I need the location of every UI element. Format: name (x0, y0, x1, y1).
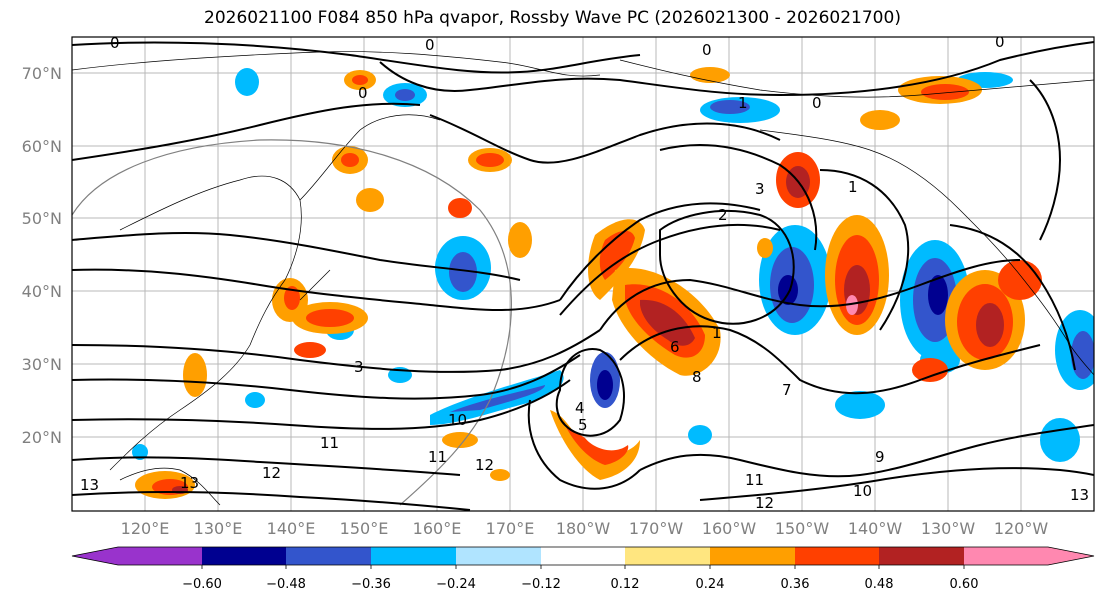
contour-label: 3 (755, 180, 765, 198)
contour-label: 0 (425, 36, 435, 54)
contour-label: 0 (702, 41, 712, 59)
colorbar-tick-label: −0.24 (436, 577, 476, 592)
lon-tick-label: 130°E (194, 519, 243, 538)
colorbar-segment (879, 547, 965, 565)
colorbar-tick-label: 0.12 (611, 577, 640, 592)
colorbar-segment (541, 547, 626, 565)
colorbar-tick-label: −0.60 (182, 577, 222, 592)
contour-label: 3 (354, 358, 364, 376)
contour-label: 7 (782, 381, 792, 399)
colorbar-segment (795, 547, 880, 565)
contour-label: 11 (428, 448, 447, 466)
colorbar-tick-label: 0.24 (696, 577, 725, 592)
contour-label: 0 (812, 94, 822, 112)
lon-tick-label: 140°E (267, 519, 316, 538)
contour-label: 13 (180, 474, 199, 492)
colorbar-segment (456, 547, 542, 565)
colorbar: −0.60 −0.48 −0.36 −0.24 −0.12 0.12 0.24 … (71, 546, 1095, 592)
lat-tick-label: 50°N (22, 209, 62, 228)
lat-tick-label: 40°N (22, 282, 62, 301)
colorbar-tick-label: −0.36 (351, 577, 391, 592)
colorbar-tick-label: 0.36 (781, 577, 810, 592)
colorbar-segment (202, 547, 287, 565)
colorbar-outline (71, 546, 1095, 566)
colorbar-extend-high (1048, 547, 1094, 565)
lat-tick-label: 30°N (22, 355, 62, 374)
longitude-labels: 120°E 130°E 140°E 150°E 160°E 170°E 180°… (121, 519, 1049, 538)
colorbar-segment (118, 547, 203, 565)
contour-label: 0 (995, 33, 1005, 51)
contour-label: 12 (262, 464, 281, 482)
plot-frame (71, 36, 1095, 512)
colorbar-segment (625, 547, 711, 565)
contour-label: 13 (80, 476, 99, 494)
colorbar-tick-label: 0.48 (865, 577, 894, 592)
contour-label: 2 (718, 206, 728, 224)
contour-label: 4 (575, 399, 585, 417)
contour-label: 9 (875, 448, 885, 466)
lon-tick-label: 180°W (556, 519, 611, 538)
contour-label: 0 (110, 34, 120, 52)
colorbar-extend-low (72, 547, 118, 565)
colorbar-tick-label: −0.48 (266, 577, 306, 592)
lat-tick-label: 20°N (22, 428, 62, 447)
contour-label: 11 (320, 434, 339, 452)
contour-label: 6 (670, 338, 680, 356)
lon-tick-label: 120°E (121, 519, 170, 538)
lon-tick-label: 150°E (340, 519, 389, 538)
lat-tick-label: 70°N (22, 64, 62, 83)
colorbar-segment (286, 547, 372, 565)
contour-label: 11 (745, 471, 764, 489)
lon-tick-label: 120°W (994, 519, 1049, 538)
contour-label: 12 (475, 456, 494, 474)
contour-label: 5 (578, 416, 588, 434)
contour-labels: 0 0 0 0 0 0 1 1 1 2 3 3 4 5 6 7 8 9 10 1… (80, 33, 1089, 512)
contour-label: 0 (358, 84, 368, 102)
contour-lines (72, 41, 1094, 511)
lon-tick-label: 160°E (413, 519, 462, 538)
contour-label: 1 (848, 178, 858, 196)
lon-tick-label: 130°W (921, 519, 976, 538)
contour-label: 13 (1070, 486, 1089, 504)
lon-tick-label: 150°W (775, 519, 830, 538)
colorbar-segment (371, 547, 457, 565)
colorbar-segment (964, 547, 1049, 565)
contour-label: 8 (692, 368, 702, 386)
contour-label: 1 (712, 324, 722, 342)
colorbar-tick-label: 0.60 (950, 577, 979, 592)
lon-tick-label: 160°W (702, 519, 757, 538)
contour-label: 10 (853, 482, 872, 500)
latitude-labels: 70°N 60°N 50°N 40°N 30°N 20°N (22, 64, 62, 447)
map-title: 2026021100 F084 850 hPa qvapor, Rossby W… (204, 8, 901, 28)
lat-tick-label: 60°N (22, 137, 62, 156)
colorbar-tick-label: −0.12 (521, 577, 561, 592)
lon-tick-label: 140°W (848, 519, 903, 538)
contour-label: 12 (755, 494, 774, 512)
colorbar-segment (710, 547, 796, 565)
lon-tick-label: 170°W (629, 519, 684, 538)
contour-label: 1 (738, 94, 748, 112)
lon-tick-label: 170°E (486, 519, 535, 538)
contour-label: 10 (448, 411, 467, 429)
